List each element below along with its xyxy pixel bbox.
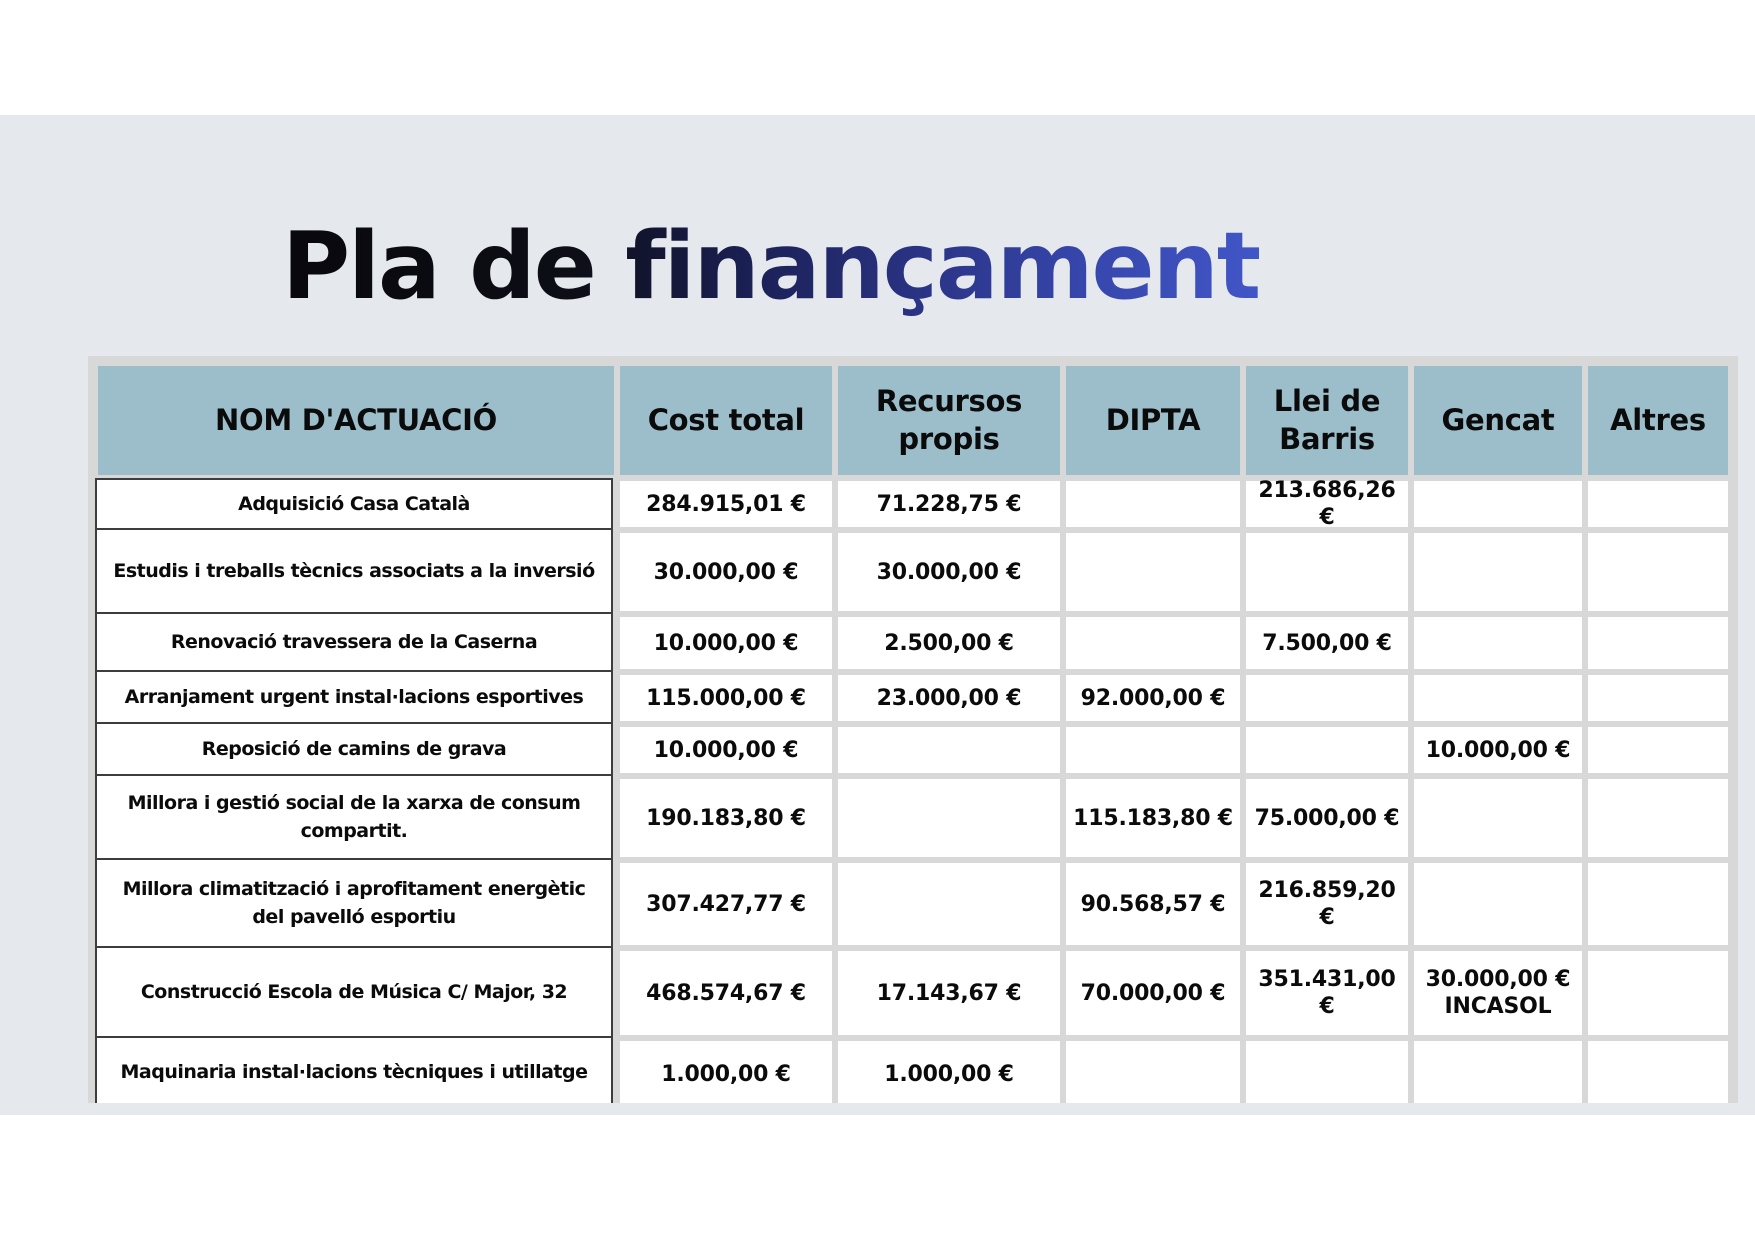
amount-cell: 115.183,80 €: [1063, 776, 1243, 860]
amount-cell: 10.000,00 €: [617, 614, 835, 672]
amount-cell: [1411, 776, 1585, 860]
amount-cell: 2.500,00 €: [835, 614, 1063, 672]
amount-cell: 90.568,57 €: [1063, 860, 1243, 948]
financing-table-grid: NOM D'ACTUACIÓ Cost total Recursos propi…: [95, 363, 1731, 1103]
amount-cell: 7.500,00 €: [1243, 614, 1411, 672]
amount-cell: 351.431,00 €: [1243, 948, 1411, 1038]
amount-cell: [1063, 724, 1243, 776]
row-name-cell: Construcció Escola de Música C/ Major, 3…: [95, 948, 613, 1038]
amount-cell: [1585, 860, 1731, 948]
financing-table: NOM D'ACTUACIÓ Cost total Recursos propi…: [88, 356, 1738, 1103]
amount-cell: [1411, 672, 1585, 724]
amount-cell: 468.574,67 €: [617, 948, 835, 1038]
amount-cell: 71.228,75 €: [835, 478, 1063, 530]
amount-cell: [835, 860, 1063, 948]
row-name-cell: Renovació travessera de la Caserna: [95, 614, 613, 672]
row-name-cell: Estudis i treballs tècnics associats a l…: [95, 530, 613, 614]
col-header-dipta: DIPTA: [1063, 363, 1243, 478]
amount-cell: [1063, 530, 1243, 614]
col-header-altres: Altres: [1585, 363, 1731, 478]
row-name-cell: Adquisició Casa Català: [95, 478, 613, 530]
amount-cell: [1243, 672, 1411, 724]
amount-cell: [1411, 614, 1585, 672]
amount-cell: 10.000,00 €: [617, 724, 835, 776]
row-name-cell: Millora climatització i aprofitament ene…: [95, 860, 613, 948]
amount-cell: 23.000,00 €: [835, 672, 1063, 724]
amount-cell: [1585, 478, 1731, 530]
amount-cell: [1063, 614, 1243, 672]
col-header-llei-de-barris: Llei de Barris: [1243, 363, 1411, 478]
amount-cell: [1585, 614, 1731, 672]
slide-background: Pla de finançament NOM D'ACTUACIÓ Cost t…: [0, 115, 1755, 1115]
amount-cell: 75.000,00 €: [1243, 776, 1411, 860]
amount-cell: [1411, 860, 1585, 948]
row-name-cell: Reposició de camins de grava: [95, 724, 613, 776]
amount-cell: [1063, 1038, 1243, 1103]
amount-cell: [1243, 1038, 1411, 1103]
amount-cell: 190.183,80 €: [617, 776, 835, 860]
amount-cell: 115.000,00 €: [617, 672, 835, 724]
amount-cell: [1411, 478, 1585, 530]
row-name-cell: Arranjament urgent instal·lacions esport…: [95, 672, 613, 724]
col-header-recursos-propis: Recursos propis: [835, 363, 1063, 478]
amount-cell: [1585, 1038, 1731, 1103]
amount-cell: [1585, 776, 1731, 860]
amount-cell: 1.000,00 €: [835, 1038, 1063, 1103]
amount-cell: [1243, 530, 1411, 614]
amount-cell: 216.859,20 €: [1243, 860, 1411, 948]
amount-cell: 30.000,00 €: [835, 530, 1063, 614]
amount-cell: 213.686,26 €: [1243, 478, 1411, 530]
amount-cell: 10.000,00 €: [1411, 724, 1585, 776]
col-header-nom-actuacio: NOM D'ACTUACIÓ: [95, 363, 617, 478]
page-title: Pla de finançament: [282, 212, 1261, 321]
amount-cell: [1585, 530, 1731, 614]
amount-cell: [835, 776, 1063, 860]
amount-cell: [1063, 478, 1243, 530]
amount-cell: 70.000,00 €: [1063, 948, 1243, 1038]
amount-cell: 92.000,00 €: [1063, 672, 1243, 724]
amount-cell: [1585, 948, 1731, 1038]
amount-cell: [1243, 724, 1411, 776]
amount-cell: [1411, 1038, 1585, 1103]
amount-cell: 30.000,00 € INCASOL: [1411, 948, 1585, 1038]
amount-cell: [1585, 724, 1731, 776]
amount-cell: [1585, 672, 1731, 724]
amount-cell: 284.915,01 €: [617, 478, 835, 530]
amount-cell: 17.143,67 €: [835, 948, 1063, 1038]
amount-cell: [1411, 530, 1585, 614]
amount-cell: 307.427,77 €: [617, 860, 835, 948]
row-name-cell: Maquinaria instal·lacions tècniques i ut…: [95, 1038, 613, 1103]
amount-cell: [835, 724, 1063, 776]
amount-cell: 30.000,00 €: [617, 530, 835, 614]
col-header-gencat: Gencat: [1411, 363, 1585, 478]
col-header-cost-total: Cost total: [617, 363, 835, 478]
amount-cell: 1.000,00 €: [617, 1038, 835, 1103]
row-name-cell: Millora i gestió social de la xarxa de c…: [95, 776, 613, 860]
